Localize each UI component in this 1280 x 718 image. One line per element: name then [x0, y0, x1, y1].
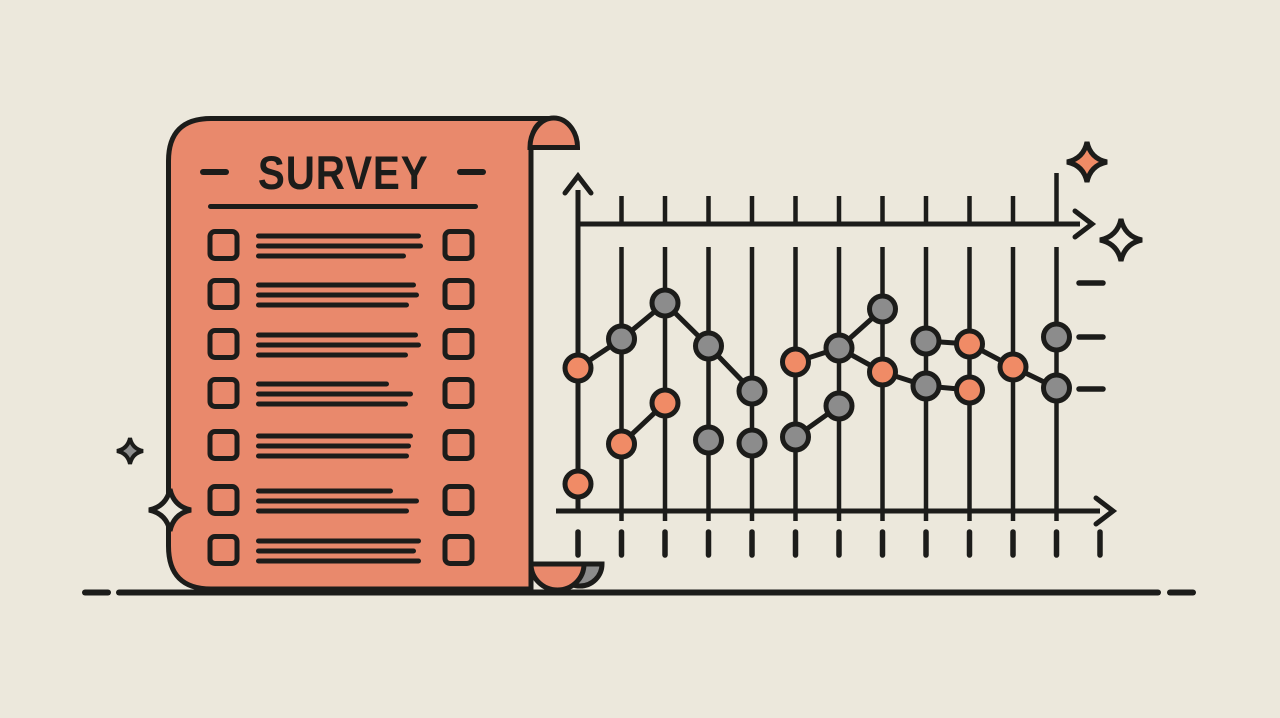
survey-title: SURVEY [177, 146, 509, 198]
text-line [256, 508, 409, 514]
data-point-gray [823, 332, 855, 364]
text-line [256, 488, 393, 494]
checkbox-icon [207, 328, 240, 360]
checklist-row [207, 429, 475, 461]
sparkle-icon [1099, 218, 1143, 262]
data-point-coral [649, 387, 681, 419]
data-point-gray [867, 293, 898, 325]
text-line [256, 342, 421, 348]
data-point-gray [910, 325, 942, 357]
checkbox-icon [442, 328, 475, 360]
checkbox-icon [442, 229, 475, 261]
data-point-coral [562, 352, 594, 384]
text-line [256, 443, 411, 449]
top-axis-arrow-icon [1072, 208, 1097, 240]
checklist-row [207, 328, 475, 360]
survey-scroll [166, 115, 605, 593]
data-point-coral [606, 428, 637, 460]
checkbox-icon [207, 484, 240, 516]
text-line [256, 453, 409, 459]
text-line [256, 352, 408, 358]
text-line [256, 391, 413, 397]
title-right-dash [457, 169, 487, 175]
data-point-coral [562, 468, 594, 500]
checkbox-icon [207, 534, 240, 566]
survey-title-text: SURVEY [257, 145, 429, 199]
text-line [256, 253, 406, 259]
checklist-row [207, 534, 475, 566]
data-point-gray [693, 330, 724, 362]
data-point-gray [823, 390, 855, 422]
data-point-gray [649, 287, 681, 319]
checklist-row [207, 484, 475, 516]
title-left-dash [199, 169, 229, 175]
text-line [256, 433, 413, 439]
data-point-gray [1041, 321, 1072, 353]
x-axis-arrow-icon [1093, 495, 1118, 527]
text-line [256, 243, 423, 249]
sparkle-icon [116, 437, 144, 465]
text-line [256, 558, 421, 564]
checkbox-icon [207, 278, 240, 310]
data-point-gray [736, 375, 768, 407]
text-line [256, 233, 421, 239]
text-line [256, 282, 416, 288]
data-point-gray [606, 323, 637, 355]
checkbox-icon [207, 377, 240, 409]
checkbox-icon [207, 429, 240, 461]
data-point-coral [954, 374, 985, 406]
checkbox-icon [442, 377, 475, 409]
text-line [256, 538, 421, 544]
checkbox-icon [442, 278, 475, 310]
text-line [256, 292, 419, 298]
data-point-gray [910, 370, 942, 402]
checkbox-icon [442, 484, 475, 516]
text-line [256, 302, 409, 308]
scroll-top-curl [527, 115, 581, 150]
data-point-coral [780, 346, 811, 378]
data-point-gray [1041, 372, 1072, 404]
sparkle-icon [148, 488, 192, 532]
data-point-gray [693, 424, 724, 456]
line-chart [556, 171, 1118, 558]
data-point-gray [736, 427, 768, 459]
checklist [207, 229, 475, 566]
sparkles [116, 141, 1143, 532]
text-line [256, 381, 389, 387]
data-point-coral [997, 351, 1029, 383]
data-point-coral [954, 328, 985, 360]
checkbox-icon [442, 534, 475, 566]
checklist-row [207, 278, 475, 310]
text-line [256, 548, 416, 554]
checkbox-icon [207, 229, 240, 261]
text-line [256, 332, 418, 338]
data-point-coral [867, 356, 898, 388]
checkbox-icon [442, 429, 475, 461]
sparkle-icon [1066, 141, 1108, 183]
y-axis-arrow-icon [562, 171, 594, 196]
text-line [256, 401, 408, 407]
text-line [256, 498, 419, 504]
data-point-gray [780, 421, 811, 453]
checklist-row [207, 377, 475, 409]
checklist-row [207, 229, 475, 261]
scroll-bottom-curl-front [528, 561, 587, 593]
title-underline [208, 204, 478, 209]
